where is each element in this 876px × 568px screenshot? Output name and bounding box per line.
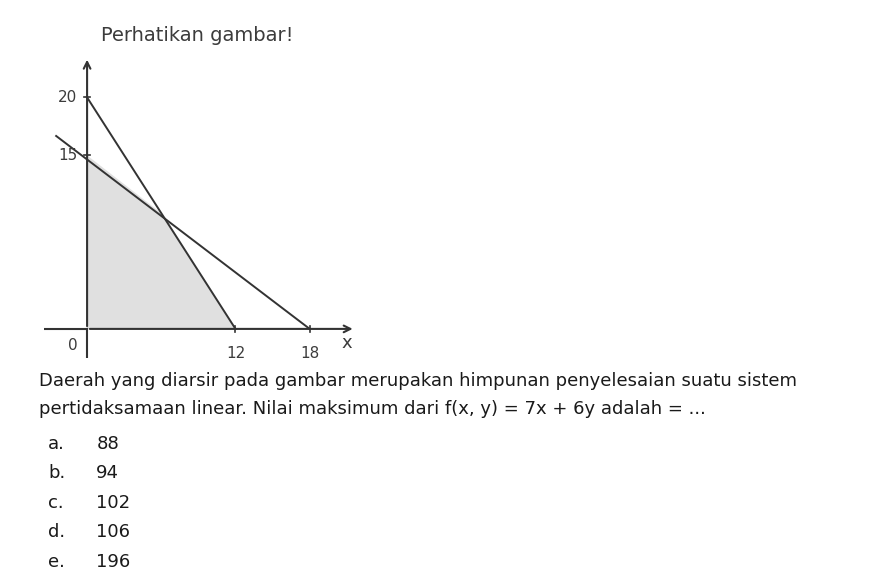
Text: Daerah yang diarsir pada gambar merupakan himpunan penyelesaian suatu sistem: Daerah yang diarsir pada gambar merupaka…: [39, 372, 797, 390]
Text: 102: 102: [96, 494, 131, 512]
Text: d.: d.: [48, 523, 66, 541]
Text: 12: 12: [226, 346, 245, 361]
Text: c.: c.: [48, 494, 64, 512]
Text: pertidaksamaan linear. Nilai maksimum dari f(x, y) = 7x + 6y adalah = ...: pertidaksamaan linear. Nilai maksimum da…: [39, 400, 706, 419]
Text: 106: 106: [96, 523, 131, 541]
Text: 15: 15: [58, 148, 77, 163]
Text: 94: 94: [96, 464, 119, 482]
Text: e.: e.: [48, 553, 65, 568]
Text: Perhatikan gambar!: Perhatikan gambar!: [101, 26, 293, 44]
Text: 18: 18: [300, 346, 320, 361]
Text: x: x: [342, 334, 352, 352]
Text: a.: a.: [48, 435, 65, 453]
Polygon shape: [87, 155, 236, 329]
Text: 20: 20: [58, 90, 77, 105]
Text: 88: 88: [96, 435, 119, 453]
Text: 196: 196: [96, 553, 131, 568]
Text: b.: b.: [48, 464, 66, 482]
Text: 0: 0: [67, 337, 77, 353]
